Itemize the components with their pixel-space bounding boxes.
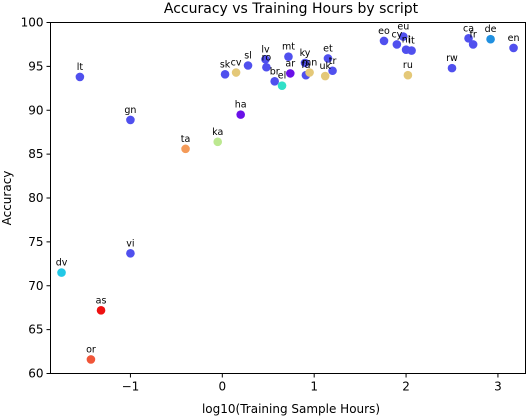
y-tick-label: 80 <box>28 191 43 205</box>
data-point-rw <box>447 63 457 73</box>
point-label-mt: mt <box>282 42 295 53</box>
y-axis-ticks: 60 65 70 75 80 85 90 95 100 <box>21 16 51 381</box>
y-tick-label: 75 <box>28 235 43 249</box>
point-label-ta: ta <box>181 134 191 145</box>
point-label-eu: eu <box>397 22 409 33</box>
data-point-ky <box>300 58 310 68</box>
data-point-br <box>270 76 279 86</box>
x-tick-label: 2 <box>402 380 410 394</box>
point-label-de: de <box>485 24 497 35</box>
data-point-sk <box>220 69 230 79</box>
point-label-uk: uk <box>319 61 331 72</box>
point-label-et: et <box>323 43 333 54</box>
data-point-mt <box>284 52 293 62</box>
data-point-tr <box>328 66 337 76</box>
data-point-ro <box>262 62 271 72</box>
x-axis-ticks: −1 0 1 2 3 <box>122 373 502 394</box>
point-label-lv: lv <box>261 44 270 55</box>
point-label-sl: sl <box>244 50 252 61</box>
data-point-vi <box>126 248 135 258</box>
point-label-fa: fa <box>301 60 310 71</box>
data-point-mn <box>305 68 314 77</box>
data-point-or <box>86 355 96 364</box>
data-point-eu <box>399 32 408 41</box>
point-label-as: as <box>96 295 107 306</box>
x-tick-label: −1 <box>122 380 140 394</box>
data-point-sl <box>243 61 253 70</box>
point-label-ro: ro <box>262 52 272 63</box>
y-tick-label: 65 <box>28 323 43 337</box>
point-label-en: en <box>508 33 520 44</box>
point-label-gn: gn <box>124 105 136 116</box>
point-label-ar: ar <box>285 58 295 69</box>
y-tick-label: 90 <box>28 103 43 117</box>
points-layer <box>57 32 518 364</box>
y-axis-label: Accuracy <box>0 171 14 226</box>
data-point-lt <box>75 72 85 82</box>
point-label-tr: tr <box>329 56 337 67</box>
point-label-eo: eo <box>378 26 390 37</box>
point-label-cy: cy <box>391 29 402 40</box>
data-point-cv <box>231 68 241 77</box>
data-point-dv <box>57 268 66 277</box>
data-point-gn <box>126 115 135 125</box>
y-tick-label: 100 <box>21 16 44 30</box>
y-tick-label: 70 <box>28 279 43 293</box>
y-tick-label: 60 <box>28 367 43 381</box>
data-point-uk <box>320 71 330 81</box>
y-tick-label: 95 <box>28 59 43 73</box>
point-label-vi: vi <box>126 238 134 249</box>
point-label-nl: nl <box>402 35 411 46</box>
data-point-ar <box>285 69 295 78</box>
point-label-it: it <box>408 36 415 47</box>
point-label-ka: ka <box>212 127 223 138</box>
data-point-eo <box>379 36 389 46</box>
point-label-or: or <box>86 344 96 355</box>
data-point-lv <box>261 55 270 64</box>
point-label-ru: ru <box>403 60 413 71</box>
data-point-fr <box>468 40 478 49</box>
data-point-de <box>486 34 495 44</box>
point-label-ky: ky <box>300 48 311 59</box>
point-label-ca: ca <box>463 23 474 34</box>
chart-title: Accuracy vs Training Hours by script <box>164 1 419 17</box>
point-label-ha: ha <box>235 100 247 111</box>
point-label-mn: mn <box>302 58 317 69</box>
x-tick-label: 1 <box>310 380 318 394</box>
point-label-dv: dv <box>56 258 68 269</box>
point-label-el: el <box>278 71 286 82</box>
y-tick-label: 85 <box>28 147 43 161</box>
data-point-ha <box>236 110 245 119</box>
data-point-ta <box>181 144 190 154</box>
data-point-ca <box>464 33 473 43</box>
point-label-fr: fr <box>469 29 476 40</box>
data-point-et <box>323 54 333 63</box>
point-label-sk: sk <box>220 59 231 70</box>
point-label-lt: lt <box>77 62 84 73</box>
data-point-it <box>407 46 416 55</box>
data-point-as <box>96 306 106 315</box>
x-axis-label: log10(Training Sample Hours) <box>202 402 380 416</box>
data-point-ru <box>403 70 413 80</box>
point-label-rw: rw <box>446 53 458 64</box>
point-label-br: br <box>270 66 280 77</box>
x-tick-label: 0 <box>218 380 226 394</box>
x-tick-label: 3 <box>494 380 502 394</box>
data-point-ka <box>213 137 223 147</box>
data-point-el <box>277 81 287 90</box>
point-label-cv: cv <box>231 58 242 69</box>
data-point-en <box>509 43 518 53</box>
data-point-cy <box>392 40 402 49</box>
